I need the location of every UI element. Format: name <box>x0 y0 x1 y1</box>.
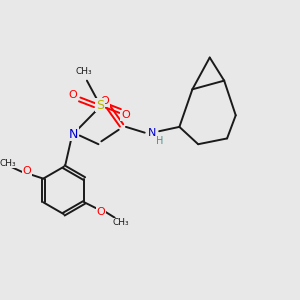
Text: S: S <box>96 99 104 112</box>
Text: O: O <box>96 207 105 218</box>
Text: O: O <box>121 110 130 120</box>
Text: N: N <box>69 128 79 141</box>
Text: O: O <box>22 166 31 176</box>
Text: H: H <box>156 136 164 146</box>
Text: O: O <box>100 96 109 106</box>
Text: CH₃: CH₃ <box>76 68 92 76</box>
Text: N: N <box>148 128 156 138</box>
Text: O: O <box>69 89 77 100</box>
Text: CH₃: CH₃ <box>112 218 129 227</box>
Text: CH₃: CH₃ <box>0 158 16 167</box>
